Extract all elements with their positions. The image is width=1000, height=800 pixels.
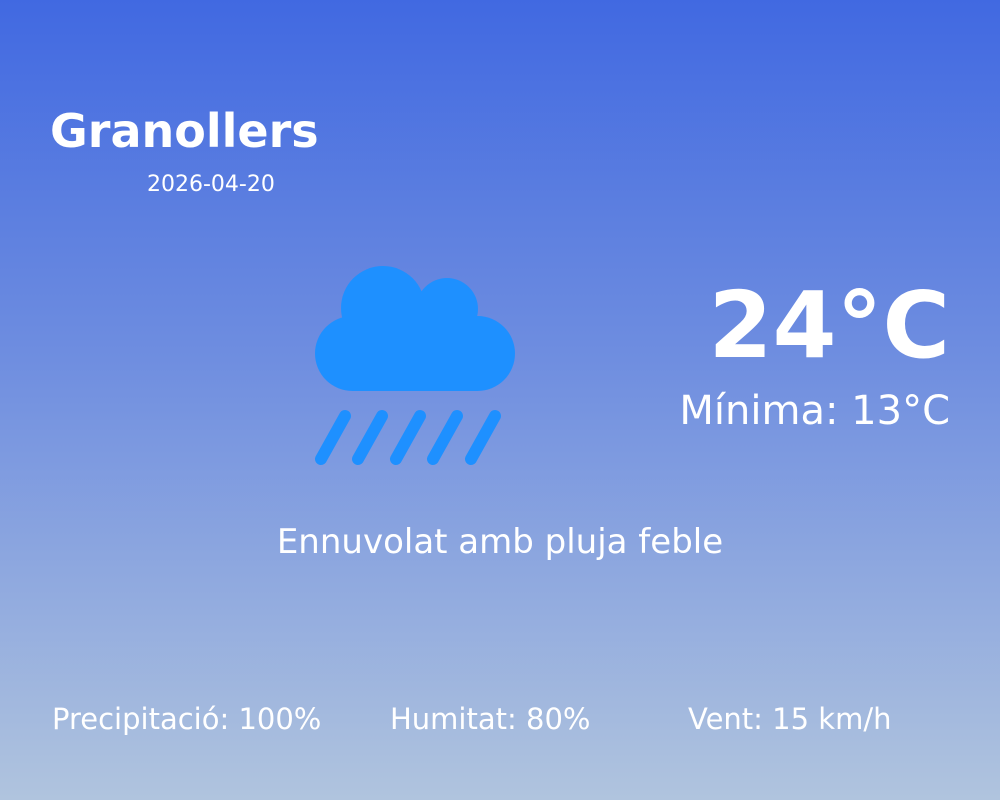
wind-stat: Vent: 15 km/h — [688, 702, 892, 736]
weather-description: Ennuvolat amb pluja feble — [276, 522, 724, 562]
cloud-rain-icon — [315, 266, 515, 465]
precipitation-stat: Precipitació: 100% — [52, 702, 322, 736]
current-temperature: 24°C — [708, 272, 950, 379]
city-name: Granollers — [50, 104, 319, 158]
minimum-temperature: Mínima: 13°C — [679, 388, 950, 434]
forecast-date: 2026-04-20 — [147, 172, 275, 197]
humidity-stat: Humitat: 80% — [390, 702, 591, 736]
